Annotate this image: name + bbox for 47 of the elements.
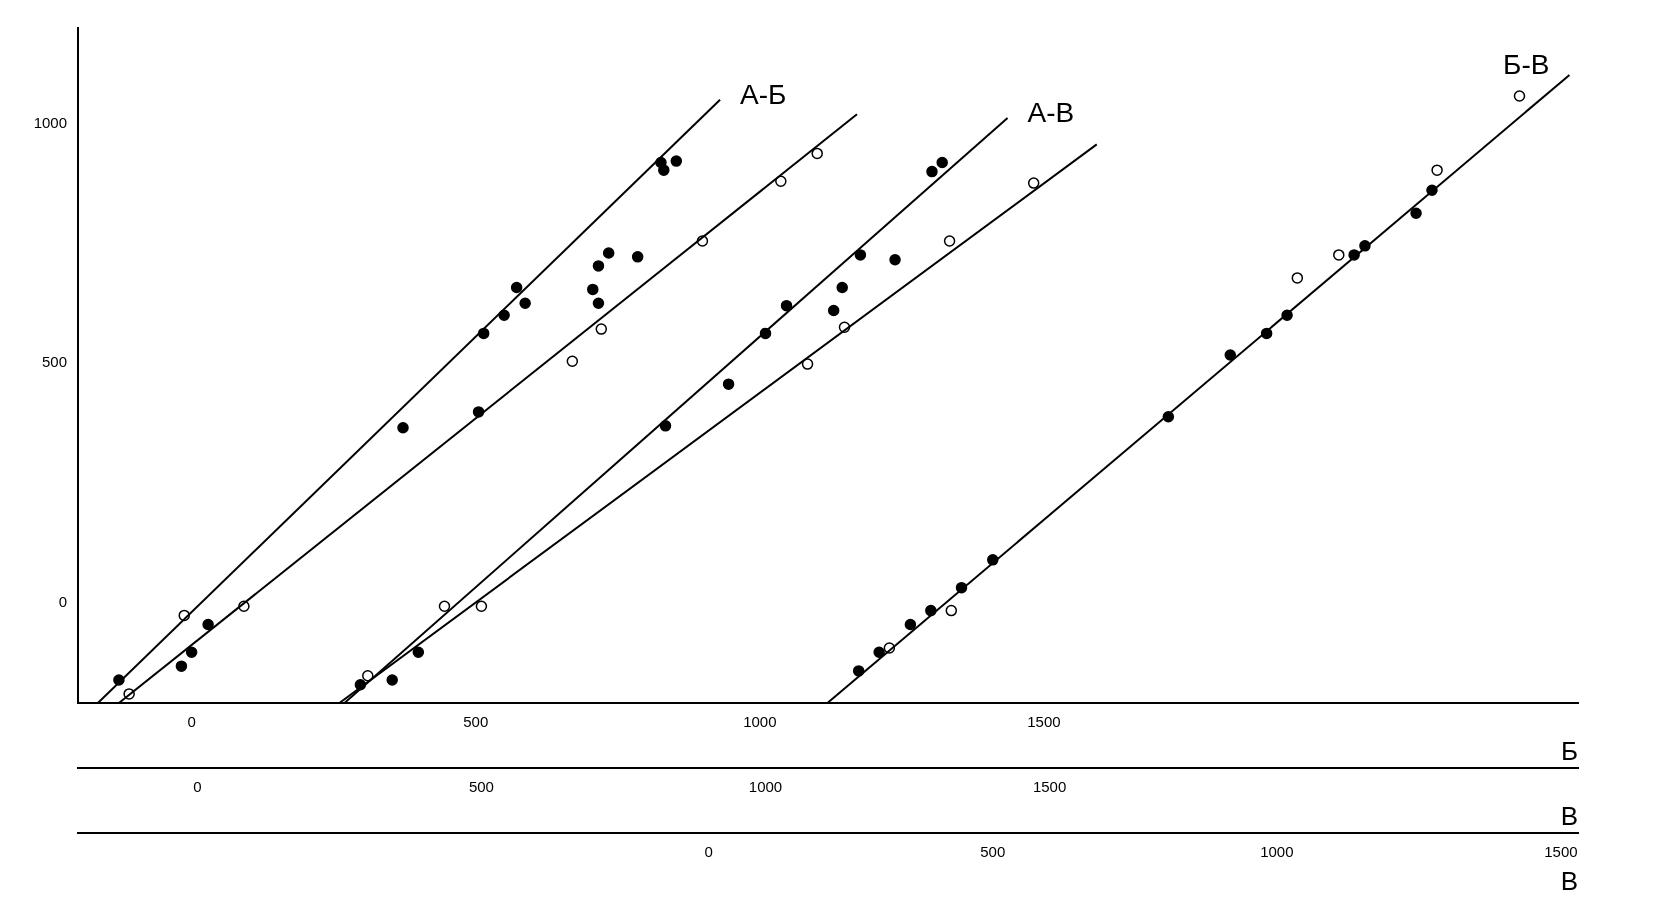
point [873,646,885,659]
point [202,618,214,631]
point [185,646,198,659]
x-tick-label: 0 [187,713,196,731]
x-tick-label: 500 [463,713,489,731]
point [670,155,683,167]
point [945,604,958,617]
x2-tick-label: 1500 [1032,778,1067,796]
x-tick-label: 1500 [1544,843,1578,861]
x2-tick-label: 500 [468,778,494,796]
x-tick-label: 1000 [1260,843,1294,861]
x-tick-label: 0 [704,843,713,861]
point [519,297,531,310]
x2-tick-label: 1000 [748,778,783,796]
series-label: А-Б [740,78,787,110]
point [397,421,409,434]
point [658,164,670,176]
point [592,260,605,272]
y-tick-label: 500 [41,353,67,371]
point [631,251,644,263]
point [510,281,523,294]
point [602,247,615,259]
point [1513,90,1526,102]
point [1291,272,1304,284]
point [566,355,579,367]
point [904,618,917,631]
point [1431,164,1443,176]
point [595,323,608,335]
x-axis-title: В [1560,865,1578,896]
y-tick-label: 0 [58,592,67,610]
x2-tick-label: 0 [193,778,202,796]
x2-axis-title: В [1560,800,1578,831]
y-tick-label: 1000 [33,113,67,131]
series-label: А-В [1027,96,1075,128]
point [1410,207,1422,220]
point [587,283,599,296]
series-label: Б-В [1503,48,1550,80]
point [175,660,188,672]
point [1224,349,1237,361]
point [811,147,823,160]
x-tick-label: 500 [980,843,1006,861]
x-tick-label: 1500 [1027,713,1061,731]
x-axis-title: Б [1560,735,1578,766]
point [592,297,605,310]
x-tick-label: 1000 [743,713,777,731]
point [1333,249,1345,261]
point [775,175,787,187]
